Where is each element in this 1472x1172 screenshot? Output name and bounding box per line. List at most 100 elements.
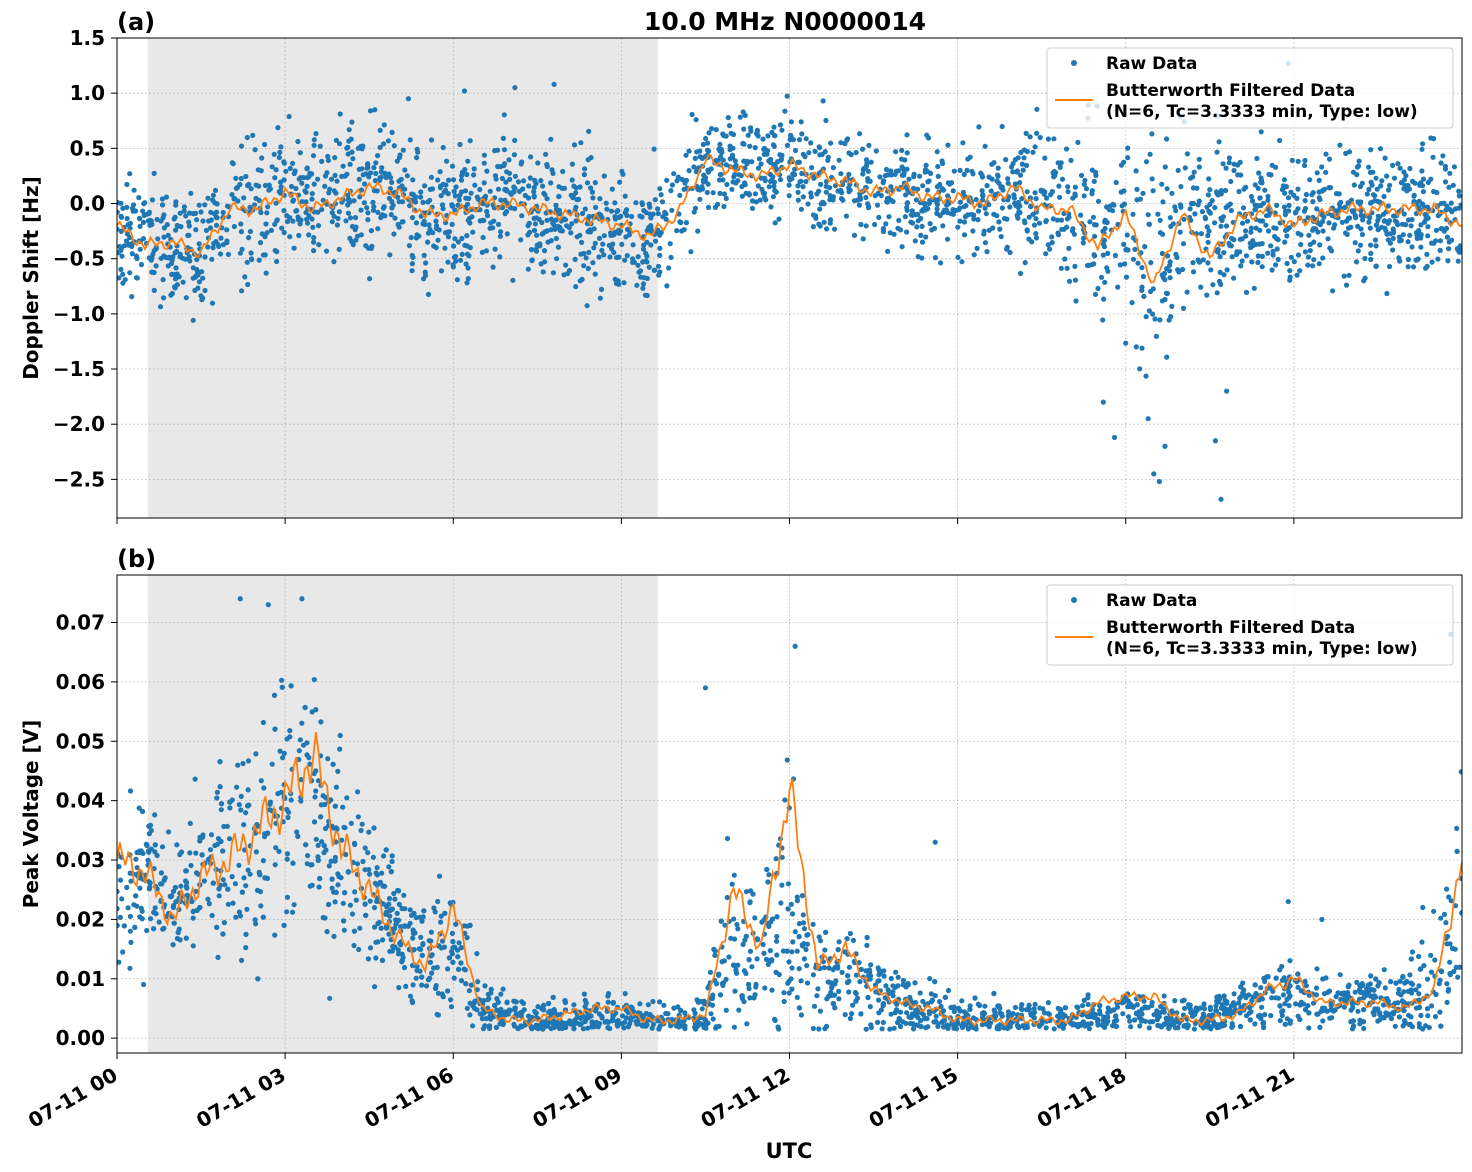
raw-data-point xyxy=(893,149,899,155)
raw-data-point xyxy=(395,194,401,200)
raw-data-point xyxy=(1012,1004,1019,1011)
raw-data-point xyxy=(279,677,285,683)
raw-data-point xyxy=(387,913,393,919)
raw-data-point xyxy=(705,140,711,146)
raw-data-point xyxy=(203,227,209,233)
raw-data-point xyxy=(544,196,550,202)
raw-data-point xyxy=(978,170,984,176)
raw-data-point xyxy=(1368,179,1374,185)
raw-data-point xyxy=(190,211,196,217)
raw-data-point xyxy=(651,267,657,273)
raw-data-point xyxy=(897,1009,904,1015)
raw-data-point xyxy=(994,213,1000,219)
raw-data-point xyxy=(1368,256,1374,262)
raw-data-point xyxy=(975,217,981,223)
raw-data-point xyxy=(771,183,777,189)
raw-data-point xyxy=(817,152,823,158)
raw-data-point xyxy=(938,1003,944,1010)
raw-data-point xyxy=(465,158,471,164)
raw-data-point xyxy=(451,188,457,194)
raw-data-point xyxy=(1272,233,1278,240)
raw-data-point xyxy=(861,166,867,172)
raw-data-point xyxy=(399,183,405,189)
raw-data-point xyxy=(622,257,628,263)
raw-data-point xyxy=(1091,252,1097,258)
raw-data-point xyxy=(1398,180,1404,186)
raw-data-point xyxy=(1271,225,1277,231)
raw-data-point xyxy=(998,234,1004,240)
raw-data-point xyxy=(1260,1020,1266,1026)
raw-data-point xyxy=(386,864,392,870)
raw-data-point xyxy=(1205,239,1211,245)
raw-data-point xyxy=(982,240,989,246)
raw-data-point xyxy=(257,889,264,895)
raw-data-point xyxy=(940,223,946,229)
raw-data-point xyxy=(623,234,629,240)
raw-data-point xyxy=(546,1009,552,1015)
raw-data-point xyxy=(907,994,913,1000)
raw-data-point xyxy=(141,981,147,988)
raw-data-point xyxy=(995,173,1001,179)
raw-data-point xyxy=(458,978,465,984)
raw-data-point xyxy=(731,916,737,922)
raw-data-point xyxy=(682,180,688,186)
raw-data-point xyxy=(442,187,449,193)
raw-data-point xyxy=(784,948,790,954)
raw-data-point xyxy=(1081,193,1087,199)
raw-data-point xyxy=(758,161,764,167)
panel-a-doppler-shift: −2.5−2.0−1.5−1.0−0.50.00.51.01.5(a)Doppl… xyxy=(19,8,1463,524)
raw-data-point xyxy=(438,919,444,925)
raw-data-point xyxy=(459,251,465,257)
raw-data-point xyxy=(409,261,415,267)
raw-data-point xyxy=(1023,1007,1030,1013)
raw-data-point xyxy=(1040,1006,1046,1012)
raw-data-point xyxy=(1092,233,1098,239)
raw-data-point xyxy=(1124,232,1130,238)
raw-data-point xyxy=(1055,160,1061,166)
raw-data-point xyxy=(1005,180,1011,186)
raw-data-point xyxy=(311,248,317,254)
raw-data-point xyxy=(484,168,490,174)
raw-data-point xyxy=(288,683,294,689)
raw-data-point xyxy=(1048,192,1054,198)
raw-data-point xyxy=(953,1021,959,1027)
raw-data-point xyxy=(603,200,609,206)
raw-data-point xyxy=(1231,167,1237,174)
raw-data-point xyxy=(187,210,193,216)
raw-data-point xyxy=(1205,1022,1211,1028)
raw-data-point xyxy=(1349,208,1355,214)
raw-data-point xyxy=(1317,242,1323,248)
raw-data-point xyxy=(155,236,161,242)
raw-data-point xyxy=(149,269,155,275)
raw-data-point xyxy=(1287,958,1293,964)
raw-data-point xyxy=(449,221,455,227)
raw-data-point xyxy=(1207,187,1213,193)
raw-data-point xyxy=(315,842,321,849)
raw-data-point xyxy=(212,211,218,217)
raw-data-point xyxy=(1139,265,1145,271)
raw-data-point xyxy=(888,975,894,982)
raw-data-point xyxy=(348,820,354,826)
raw-data-point xyxy=(149,197,155,203)
raw-data-point xyxy=(1384,996,1390,1002)
raw-data-point xyxy=(506,170,513,176)
raw-data-point xyxy=(329,210,335,216)
raw-data-point xyxy=(637,1001,643,1007)
raw-data-point xyxy=(452,193,458,199)
raw-data-point xyxy=(322,183,328,189)
raw-data-point xyxy=(433,985,439,992)
raw-data-point xyxy=(1015,204,1021,210)
raw-data-point xyxy=(345,197,351,203)
raw-data-point xyxy=(1438,160,1444,166)
raw-data-point xyxy=(1285,195,1292,201)
raw-data-point xyxy=(243,945,249,951)
raw-data-point xyxy=(465,276,471,282)
raw-data-point xyxy=(1030,149,1036,155)
raw-data-point xyxy=(1400,232,1406,238)
legend-filtered-label: Butterworth Filtered Data xyxy=(1106,81,1355,101)
raw-data-point xyxy=(396,901,402,908)
raw-data-point xyxy=(209,256,215,262)
raw-data-point xyxy=(707,969,714,975)
raw-data-point xyxy=(217,784,223,790)
raw-data-point xyxy=(621,280,627,286)
